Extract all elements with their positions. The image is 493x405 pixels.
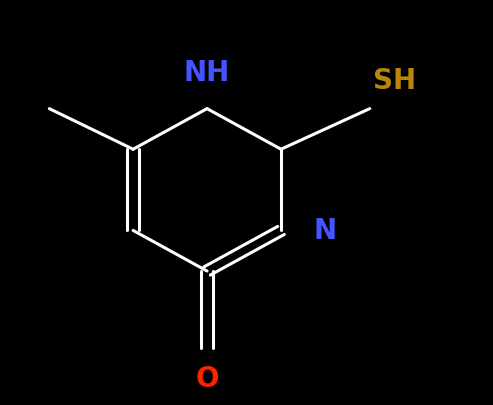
Text: N: N [314, 217, 337, 245]
Text: NH: NH [184, 59, 230, 87]
Text: SH: SH [373, 67, 416, 95]
Text: O: O [195, 364, 219, 392]
